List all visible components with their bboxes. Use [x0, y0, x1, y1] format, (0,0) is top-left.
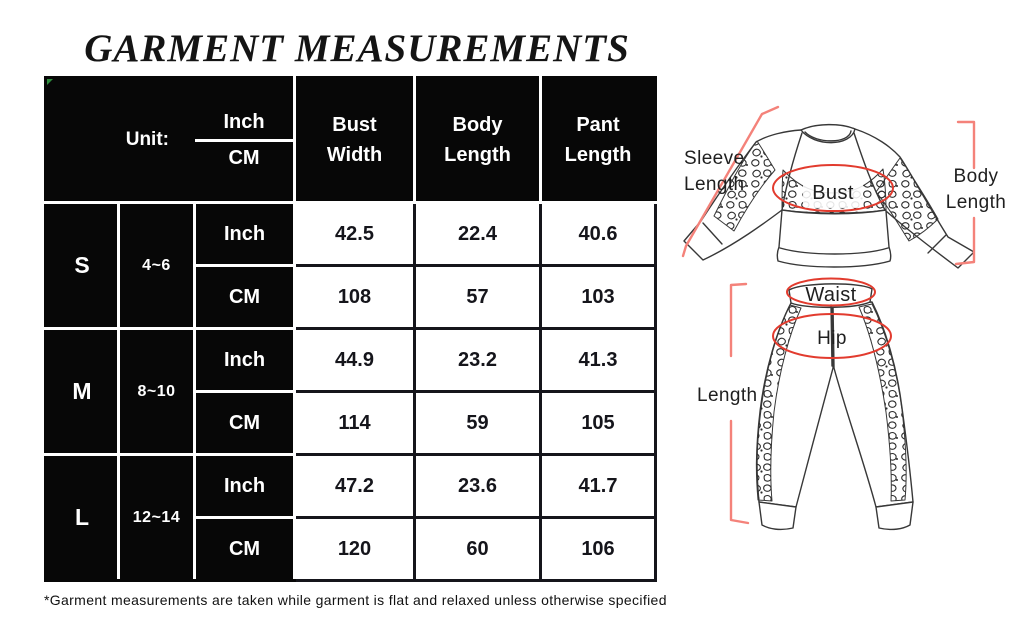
value-cell: 44.9: [293, 327, 416, 393]
label-waist: Waist: [805, 284, 857, 306]
value-cell: 57: [413, 264, 542, 330]
label-bust: Bust: [803, 180, 863, 208]
pants-waistband: [788, 283, 873, 309]
sweatshirt-left-sleeve-print: [713, 140, 776, 232]
hip-ellipse: [772, 313, 892, 359]
value-cell: 41.3: [539, 327, 657, 393]
value-cell: 105: [539, 390, 657, 456]
value-cell: 103: [539, 264, 657, 330]
pants-left-cuff: [758, 501, 797, 531]
green-corner-marker: [47, 79, 53, 85]
waist-ellipse: [786, 277, 876, 307]
unit-header-cell: Unit: Inch CM: [44, 76, 296, 204]
value-cell: 120: [293, 516, 416, 582]
pants-right-cuff: [875, 501, 914, 531]
sleeve-length-bracket: [681, 105, 780, 258]
value-cell: 22.4: [413, 201, 542, 267]
unit-fraction: Inch CM: [195, 111, 292, 170]
pants-left-print: [755, 304, 802, 502]
table-row: S 4~6 Inch 42.5 22.4 40.6: [44, 201, 657, 330]
size-range-s: 4~6: [117, 201, 196, 330]
value-cell: 114: [293, 390, 416, 456]
pants-drawing: [755, 283, 914, 531]
size-range-l: 12~14: [117, 453, 196, 582]
value-cell: 23.2: [413, 327, 542, 393]
size-cell-s: S: [44, 201, 120, 330]
pants-right-print: [858, 303, 907, 502]
value-cell: 40.6: [539, 201, 657, 267]
row-label-inch: Inch: [193, 327, 296, 393]
unit-wrap: Unit: Inch CM: [49, 81, 292, 200]
column-header-bust-width: Bust Width: [293, 76, 416, 204]
unit-inch-label: Inch: [195, 111, 292, 142]
value-cell: 42.5: [293, 201, 416, 267]
table-header-row: Unit: Inch CM Bust Width Body Length Pan…: [44, 76, 657, 204]
measurement-table: Unit: Inch CM Bust Width Body Length Pan…: [44, 76, 657, 582]
bust-ellipse: [772, 164, 894, 212]
value-cell: 59: [413, 390, 542, 456]
row-label-inch: Inch: [193, 453, 296, 519]
body-length-bracket: [954, 120, 976, 266]
size-cell-l: L: [44, 453, 120, 582]
value-cell: 47.2: [293, 453, 416, 519]
label-body-length: Body Length: [945, 166, 1007, 214]
unit-cm-label: CM: [228, 146, 260, 169]
column-header-body-length: Body Length: [413, 76, 542, 204]
label-sleeve-length: Sleeve Length: [684, 148, 745, 196]
unit-label: Unit:: [125, 129, 169, 150]
pant-length-bracket: [729, 282, 750, 525]
value-cell: 60: [413, 516, 542, 582]
value-cell: 106: [539, 516, 657, 582]
value-cell: 23.6: [413, 453, 542, 519]
value-cell: 41.7: [539, 453, 657, 519]
size-cell-m: M: [44, 327, 120, 456]
label-hip: Hip: [817, 328, 847, 349]
table-row: CM 120 60 106: [46, 516, 657, 582]
row-label-cm: CM: [193, 390, 296, 456]
table-row: L 12~14 Inch 47.2 23.6 41.7: [44, 453, 657, 582]
size-range-m: 8~10: [117, 327, 196, 456]
row-label-cm: CM: [193, 264, 296, 330]
page-title: GARMENT MEASUREMENTS: [84, 27, 630, 70]
footnote: *Garment measurements are taken while ga…: [44, 592, 667, 608]
table-row: CM 108 57 103: [46, 264, 657, 330]
label-pant-length: Length: [697, 385, 758, 406]
table-row: CM 114 59 105: [46, 390, 657, 456]
row-label-inch: Inch: [193, 201, 296, 267]
row-label-cm: CM: [193, 516, 296, 582]
value-cell: 108: [293, 264, 416, 330]
table-row: M 8~10 Inch 44.9 23.2 41.3: [44, 327, 657, 456]
column-header-pant-length: Pant Length: [539, 76, 657, 204]
